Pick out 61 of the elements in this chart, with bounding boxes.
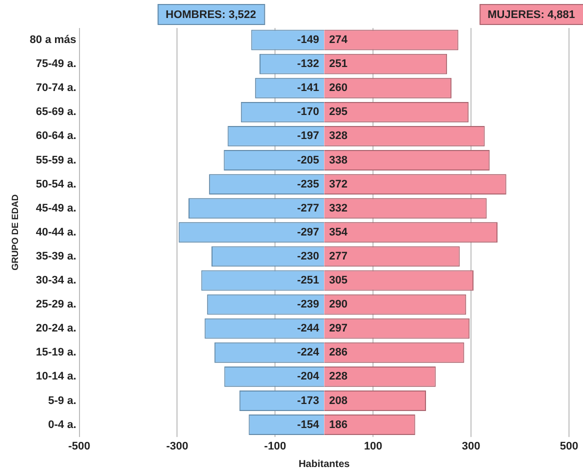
y-tick-label: 70-74 a. — [36, 82, 76, 94]
y-tick-label: 45-49 a. — [36, 202, 76, 214]
data-label: -205 — [297, 154, 320, 166]
data-label: -170 — [297, 106, 320, 118]
y-tick-label: 30-34 a. — [36, 274, 76, 287]
y-tick-label: 0-4 a. — [48, 418, 76, 431]
data-label: -277 — [297, 202, 320, 214]
x-tick-label: 100 — [364, 440, 382, 452]
data-label: -239 — [297, 298, 320, 311]
x-tick-label: -300 — [166, 440, 188, 452]
data-label: -297 — [297, 226, 320, 238]
data-label: -149 — [297, 34, 320, 46]
data-label: -173 — [297, 394, 320, 407]
y-tick-label: 55-59 a. — [36, 154, 76, 166]
data-label: -224 — [297, 346, 320, 359]
x-tick-label: 500 — [560, 440, 578, 452]
data-label: 208 — [329, 394, 348, 407]
data-label: 277 — [329, 250, 348, 262]
y-tick-label: 65-69 a. — [36, 106, 76, 118]
data-label: -154 — [297, 418, 320, 431]
data-label: 338 — [329, 154, 348, 166]
y-tick-label: 10-14 a. — [36, 370, 76, 383]
data-label: 290 — [329, 298, 348, 311]
data-label: 295 — [329, 106, 348, 118]
y-tick-label: 5-9 a. — [48, 394, 76, 407]
data-label: 305 — [329, 274, 348, 287]
y-tick-label: 40-44 a. — [36, 226, 76, 238]
data-label: 372 — [329, 178, 348, 190]
data-label: -141 — [297, 82, 320, 94]
x-tick-label: -100 — [264, 440, 286, 452]
data-label: -244 — [297, 322, 320, 335]
text: MUJERES: 4,881 — [488, 9, 576, 22]
x-axis-title: Habitantes — [298, 458, 350, 470]
data-label: 274 — [329, 34, 348, 46]
series-label: HOMBRES: 3,522 — [166, 9, 256, 22]
data-label: -204 — [297, 370, 320, 383]
y-tick-label: 80 a más — [30, 34, 76, 46]
data-label: -197 — [297, 130, 320, 142]
y-tick-label: 75-49 a. — [36, 58, 76, 70]
data-label: 332 — [329, 202, 348, 214]
data-label: -251 — [297, 274, 320, 287]
y-tick-label: 15-19 a. — [36, 346, 76, 359]
y-tick-label: 25-29 a. — [36, 298, 76, 311]
data-label: 328 — [329, 130, 348, 142]
y-axis-title: GRUPO DE EDAD — [10, 194, 20, 270]
data-label: -230 — [297, 250, 320, 262]
x-tick-label: -500 — [68, 440, 90, 452]
data-label: -235 — [297, 178, 320, 190]
y-tick-label: 50-54 a. — [36, 178, 76, 190]
data-label: 286 — [329, 346, 348, 359]
data-label: 354 — [329, 226, 348, 238]
data-label: 260 — [329, 82, 348, 94]
data-label: 297 — [329, 322, 348, 335]
y-tick-label: 20-24 a. — [36, 322, 76, 335]
data-label: -132 — [297, 58, 320, 70]
data-label: 228 — [329, 370, 348, 383]
y-tick-label: 35-39 a. — [36, 250, 76, 262]
data-label: 251 — [329, 58, 348, 70]
data-label: 186 — [329, 418, 348, 431]
y-tick-label: 60-64 a. — [36, 130, 76, 142]
x-tick-label: 300 — [462, 440, 480, 452]
